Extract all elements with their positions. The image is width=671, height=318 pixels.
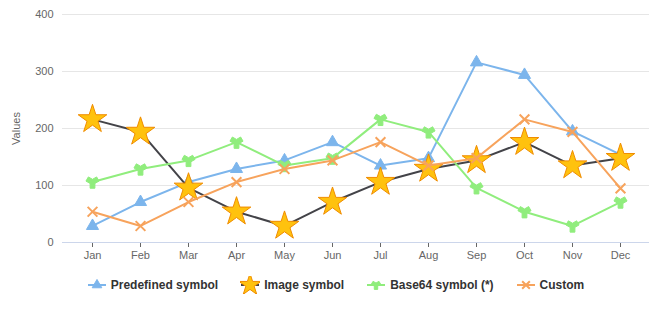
svg-text:Values: Values (10, 112, 22, 145)
svg-text:Jan: Jan (84, 249, 102, 261)
svg-text:0: 0 (47, 236, 53, 248)
svg-text:Sep: Sep (467, 249, 487, 261)
svg-text:Dec: Dec (611, 249, 631, 261)
svg-text:Apr: Apr (228, 249, 245, 261)
svg-text:Mar: Mar (179, 249, 198, 261)
html-text:Image symbol: Image symbol (264, 278, 345, 292)
svg-text:Nov: Nov (563, 249, 583, 261)
svg-text:100: 100 (35, 179, 53, 191)
svg-text:Jul: Jul (373, 249, 387, 261)
html-text:Predefined symbol: Predefined symbol (110, 278, 219, 292)
svg-text:Feb: Feb (131, 249, 150, 261)
svg-text:400: 400 (35, 8, 53, 20)
html-text:Base64 symbol (*): Base64 symbol (*) (390, 278, 494, 292)
svg-text:May: May (274, 249, 295, 261)
svg-text:Oct: Oct (516, 249, 533, 261)
svg-text:Jun: Jun (324, 249, 342, 261)
svg-text:200: 200 (35, 122, 53, 134)
html-text:Custom: Custom (539, 278, 585, 292)
svg-text:300: 300 (35, 65, 53, 77)
svg-text:Aug: Aug (419, 249, 439, 261)
